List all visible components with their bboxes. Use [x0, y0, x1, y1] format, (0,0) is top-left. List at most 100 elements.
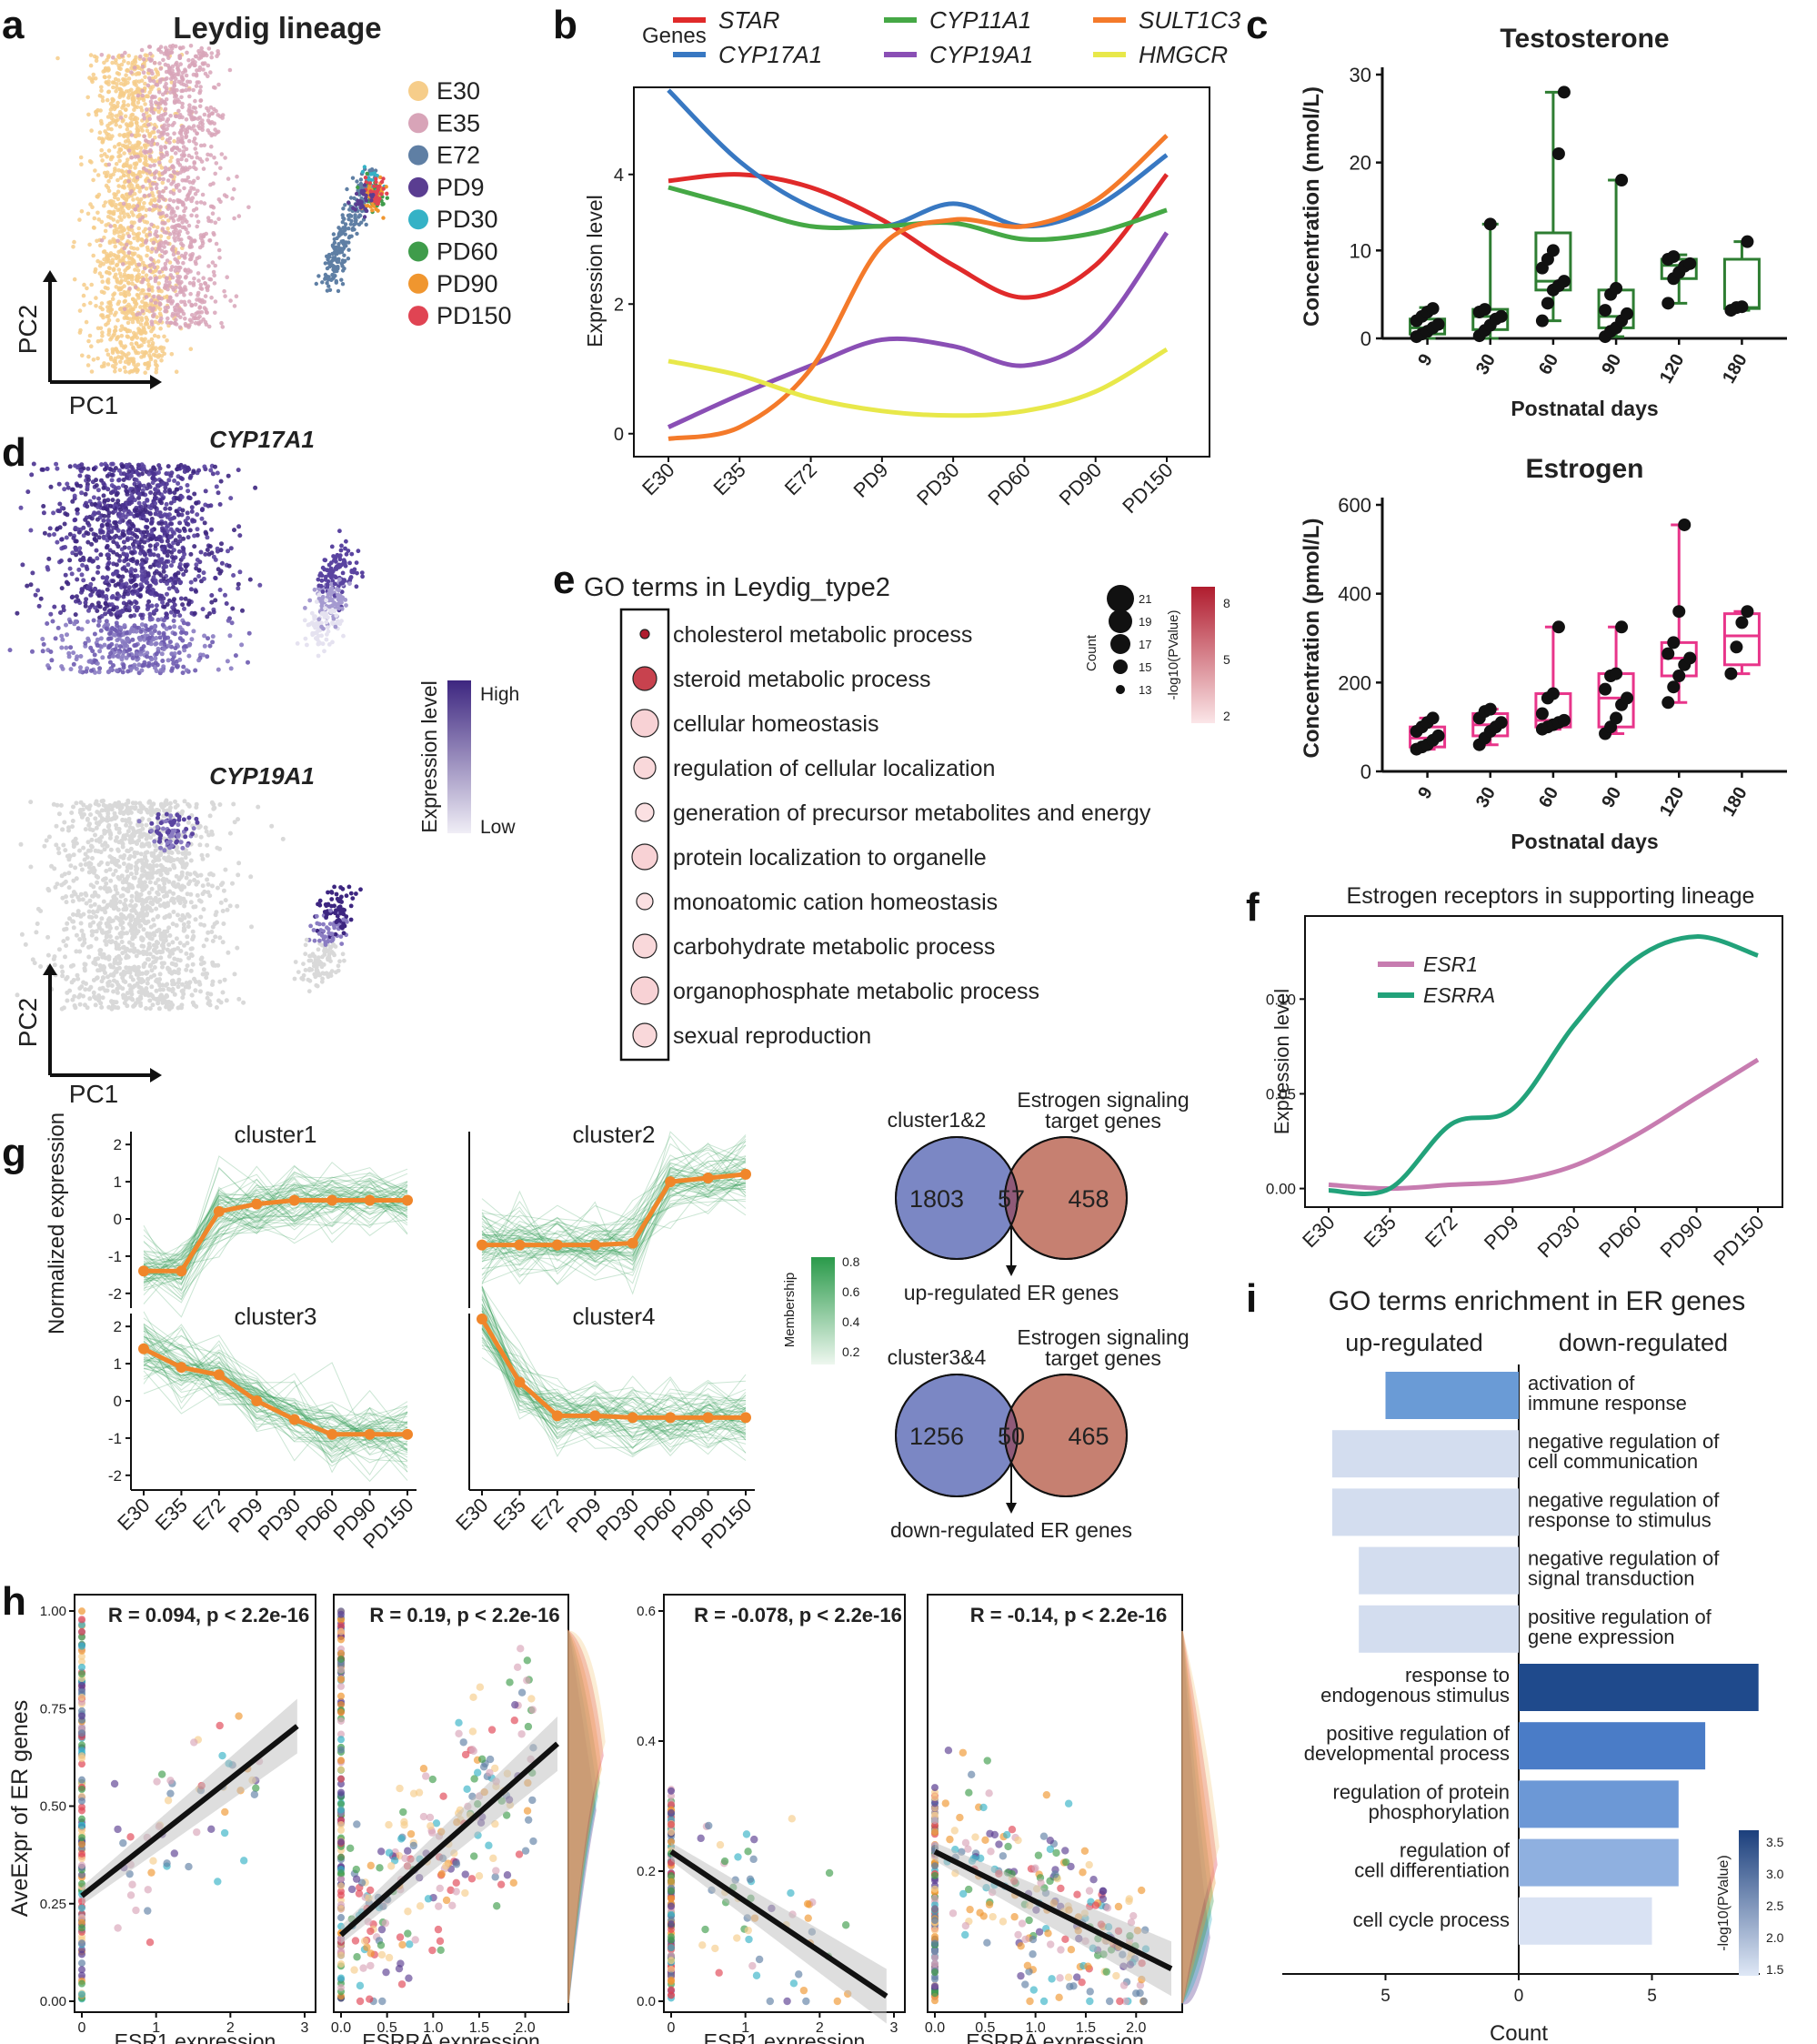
- umap-point: [127, 496, 133, 501]
- umap-point: [197, 156, 203, 162]
- umap-point: [320, 589, 326, 594]
- umap-point: [192, 238, 196, 244]
- umap-point: [118, 66, 123, 72]
- umap-point: [75, 508, 80, 512]
- umap-point: [55, 466, 60, 471]
- umap-point: [117, 225, 123, 230]
- umap-point: [176, 160, 181, 165]
- umap-point: [155, 541, 160, 547]
- data-point: [1426, 302, 1440, 316]
- umap-point: [231, 573, 236, 578]
- umap-point: [110, 461, 115, 467]
- umap-point: [115, 177, 120, 183]
- umap-point: [167, 506, 173, 511]
- umap-point: [66, 650, 72, 656]
- umap-point: [135, 247, 140, 251]
- umap-point: [330, 620, 335, 625]
- umap-point: [105, 321, 110, 326]
- umap-point: [381, 216, 386, 220]
- umap-point: [88, 581, 94, 587]
- umap-point: [123, 254, 127, 258]
- umap-point: [198, 233, 204, 237]
- umap-point: [165, 947, 170, 952]
- umap-point: [198, 143, 204, 148]
- umap-point: [377, 184, 382, 189]
- umap-point: [203, 294, 208, 298]
- umap-point: [182, 551, 187, 557]
- umap-point: [202, 306, 207, 310]
- umap-point: [236, 468, 241, 473]
- umap-point: [111, 607, 116, 612]
- umap-point: [125, 320, 131, 326]
- umap-point: [139, 569, 145, 574]
- umap-point: [183, 206, 188, 211]
- umap-point: [93, 587, 98, 592]
- umap-point: [134, 642, 139, 648]
- umap-point: [118, 578, 124, 583]
- umap-point: [138, 629, 144, 634]
- ytick-label: 0: [614, 425, 624, 445]
- umap-point: [185, 483, 190, 488]
- umap-point: [129, 341, 134, 347]
- umap-point: [219, 560, 225, 566]
- umap-point: [379, 192, 384, 196]
- umap-point: [154, 651, 159, 657]
- umap-point: [108, 253, 113, 258]
- data-point: [1610, 667, 1623, 680]
- umap-point: [47, 526, 53, 531]
- umap-point: [165, 294, 169, 299]
- umap-point: [145, 580, 150, 585]
- umap-point: [317, 640, 323, 646]
- umap-point: [148, 276, 153, 281]
- umap-point: [115, 104, 120, 109]
- umap-point: [113, 325, 118, 330]
- umap-point: [142, 266, 147, 271]
- panel-label-g: g: [2, 1131, 26, 1175]
- umap-point: [135, 336, 140, 340]
- umap-point: [91, 253, 95, 258]
- umap-point: [166, 488, 172, 493]
- umap-point: [196, 176, 200, 180]
- umap-point: [153, 656, 158, 661]
- umap-point: [95, 258, 100, 264]
- umap-point: [179, 76, 185, 80]
- umap-point: [164, 612, 169, 618]
- umap-point: [124, 107, 128, 112]
- umap-point: [319, 620, 324, 626]
- umap-point: [91, 618, 96, 623]
- umap-point: [86, 638, 91, 643]
- umap-point: [166, 287, 170, 292]
- umap-point: [168, 609, 174, 615]
- umap-point: [217, 979, 223, 984]
- umap-point: [193, 98, 197, 104]
- umap-point: [199, 45, 204, 51]
- umap-point: [153, 176, 157, 180]
- umap-point: [124, 73, 128, 77]
- umap-point: [48, 649, 54, 654]
- umap-point: [206, 324, 212, 329]
- umap-point: [343, 227, 347, 232]
- umap-point: [334, 613, 339, 619]
- umap-point: [204, 231, 208, 237]
- data-point: [1683, 651, 1697, 665]
- umap-point: [181, 546, 186, 551]
- umap-point: [303, 636, 308, 641]
- umap-point: [157, 311, 163, 317]
- umap-point: [54, 461, 59, 467]
- umap-point: [129, 536, 134, 541]
- umap-point: [135, 559, 140, 564]
- umap-point: [118, 625, 124, 630]
- umap-point: [114, 347, 119, 351]
- umap-point: [78, 468, 84, 474]
- umap-point: [136, 635, 142, 640]
- umap-point: [186, 924, 191, 930]
- umap-point: [167, 295, 173, 300]
- umap-point: [125, 242, 129, 247]
- umap-point: [171, 619, 176, 623]
- umap-point: [65, 581, 71, 587]
- umap-point: [179, 241, 184, 247]
- umap-point: [189, 505, 195, 510]
- umap-point: [156, 259, 161, 264]
- umap-point: [146, 94, 150, 99]
- umap-point: [346, 247, 351, 252]
